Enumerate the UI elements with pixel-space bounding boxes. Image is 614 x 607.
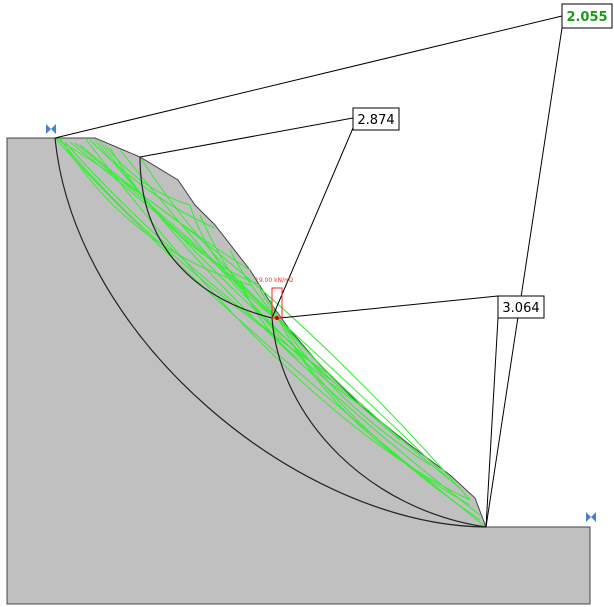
trial-surface: [289, 339, 481, 521]
critical-surface-fs-3064: [271, 317, 487, 528]
trial-surface: [279, 319, 431, 466]
left-limit-icon: [46, 124, 56, 134]
trial-surface: [199, 214, 361, 406]
fs-label-2[interactable]: 2.874: [352, 107, 400, 131]
fs-value: 3.064: [502, 301, 539, 316]
leader-line: [54, 15, 563, 139]
leader-line: [485, 317, 499, 528]
leader-lines: [54, 15, 563, 528]
slope-ground: [6, 137, 591, 605]
leader-line: [485, 27, 563, 528]
distributed-load: 19.00 kN/m2: [255, 277, 294, 320]
load-label: 19.00 kN/m2: [255, 277, 294, 284]
trial-slip-surfaces: [54, 137, 487, 528]
critical-surface-fs-2055: [54, 137, 487, 528]
critical-surface-fs-2874: [139, 156, 273, 319]
trial-surface: [69, 141, 276, 319]
trial-surface: [84, 137, 471, 501]
slope-limits: [46, 124, 596, 522]
fs-value: 2.874: [357, 113, 394, 128]
trial-surface: [79, 144, 251, 271]
trial-surface: [64, 141, 301, 356]
fs-label-3[interactable]: 3.064: [497, 295, 545, 319]
trial-surface: [59, 137, 251, 286]
fs-value: 2.055: [566, 10, 607, 25]
trial-surface: [269, 299, 471, 506]
fs-label-min[interactable]: 2.055: [561, 3, 613, 29]
trial-surface: [89, 139, 216, 229]
trial-surface: [94, 139, 401, 441]
trial-surface: [139, 156, 291, 331]
trial-surface: [109, 147, 261, 286]
leader-line: [271, 127, 354, 319]
critical-slip-surfaces: [54, 137, 487, 528]
leader-line: [279, 295, 499, 319]
load-point: [275, 316, 279, 320]
leader-line: [139, 117, 354, 158]
trial-surface: [239, 279, 301, 361]
trial-surface: [119, 149, 331, 381]
trial-surface: [104, 144, 191, 206]
right-limit-icon: [586, 512, 596, 522]
trial-surface: [54, 137, 471, 501]
